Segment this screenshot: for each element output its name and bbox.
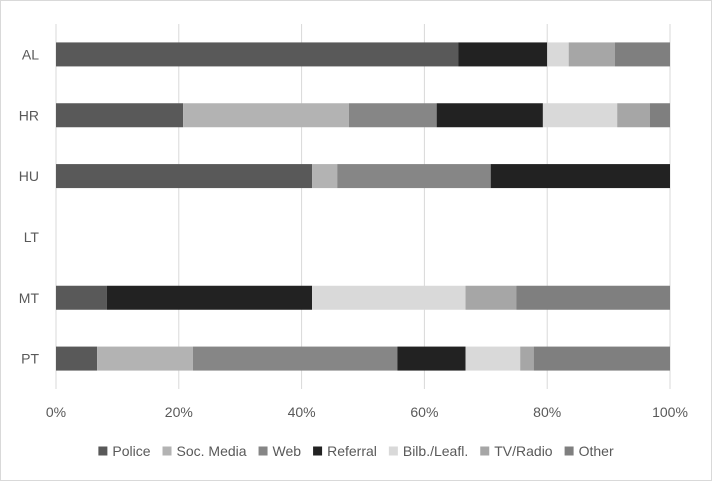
x-tick-label: 0% — [46, 404, 66, 420]
bar-segment — [568, 42, 615, 67]
bar-segment — [192, 346, 398, 371]
legend-swatch — [162, 446, 172, 456]
bar-segment — [465, 346, 521, 371]
bar-segment — [56, 103, 184, 128]
bar-segment — [56, 164, 313, 189]
x-tick-label: 20% — [165, 404, 193, 420]
legend-swatch — [388, 446, 398, 456]
bar-segment — [458, 42, 548, 67]
x-tick-label: 40% — [288, 404, 316, 420]
bar-segment — [516, 285, 670, 310]
bar-segment — [106, 285, 313, 310]
legend-swatch — [313, 446, 323, 456]
bar-segment — [520, 346, 534, 371]
legend: Police Soc. Media Web Referral Bilb./Leafl. T… — [98, 443, 614, 459]
legend-swatch — [258, 446, 268, 456]
legend-swatch — [564, 446, 574, 456]
gridlines — [55, 24, 671, 389]
bar-segment — [56, 346, 98, 371]
bar-segment — [337, 164, 491, 189]
bar-segment — [312, 164, 338, 189]
x-tick-label: 60% — [410, 404, 438, 420]
category-label: HU — [19, 168, 39, 184]
x-tick-labels: 0% 20% 40% 60% 80% 100% — [46, 404, 688, 420]
bar-segment — [183, 103, 349, 128]
bar-segment — [348, 103, 437, 128]
legend-label: Other — [579, 443, 614, 459]
legend-label: Referral — [327, 443, 377, 459]
legend-label: Web — [273, 443, 302, 459]
category-label: AL — [22, 46, 39, 62]
legend-swatch — [480, 446, 490, 456]
bar-segment — [649, 103, 670, 128]
bar-segment — [312, 285, 466, 310]
x-tick-label: 80% — [533, 404, 561, 420]
category-label: PT — [21, 351, 39, 367]
bar-segment — [547, 42, 569, 67]
category-label: HR — [19, 107, 39, 123]
bar-segment — [397, 346, 466, 371]
bar-segment — [533, 346, 670, 371]
bars — [56, 42, 670, 371]
bar-segment — [97, 346, 193, 371]
bar-segment — [614, 42, 670, 67]
legend-label: Bilb./Leafl. — [403, 443, 468, 459]
bar-segment — [542, 103, 618, 128]
bar-segment — [56, 285, 107, 310]
category-label: LT — [24, 229, 40, 245]
bar-segment — [56, 42, 459, 67]
bar-segment — [436, 103, 543, 128]
legend-label: Police — [112, 443, 150, 459]
x-tick-label: 100% — [652, 404, 688, 420]
bar-segment — [617, 103, 650, 128]
legend-swatch — [98, 446, 108, 456]
bar-segment — [490, 164, 670, 189]
category-label: MT — [19, 290, 40, 306]
legend-label: TV/Radio — [494, 443, 553, 459]
category-labels: AL HR HU LT MT PT — [19, 46, 40, 366]
legend-label: Soc. Media — [177, 443, 247, 459]
bar-segment — [465, 285, 517, 310]
